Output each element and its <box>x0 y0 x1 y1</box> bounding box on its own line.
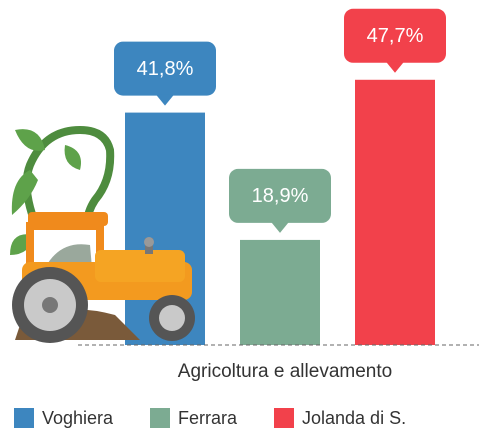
legend-label: Voghiera <box>42 408 114 428</box>
bar <box>240 240 320 345</box>
value-label: 47,7% <box>367 25 424 47</box>
legend-label: Jolanda di S. <box>302 408 406 428</box>
legend-label: Ferrara <box>178 408 238 428</box>
callout-pointer <box>271 222 289 233</box>
legend: Voghiera Ferrara Jolanda di S. <box>14 408 406 428</box>
legend-swatch <box>150 408 170 428</box>
legend-swatch <box>274 408 294 428</box>
value-label: 18,9% <box>252 185 309 207</box>
callout-pointer <box>156 95 174 106</box>
chart: 41,8% 18,9% 47,7% Agricoltura e allevament… <box>0 0 479 439</box>
callout-pointer <box>386 62 404 73</box>
category-label: Agricoltura e allevamento <box>178 361 392 382</box>
bar <box>355 80 435 345</box>
value-label: 41,8% <box>137 58 194 80</box>
legend-swatch <box>14 408 34 428</box>
